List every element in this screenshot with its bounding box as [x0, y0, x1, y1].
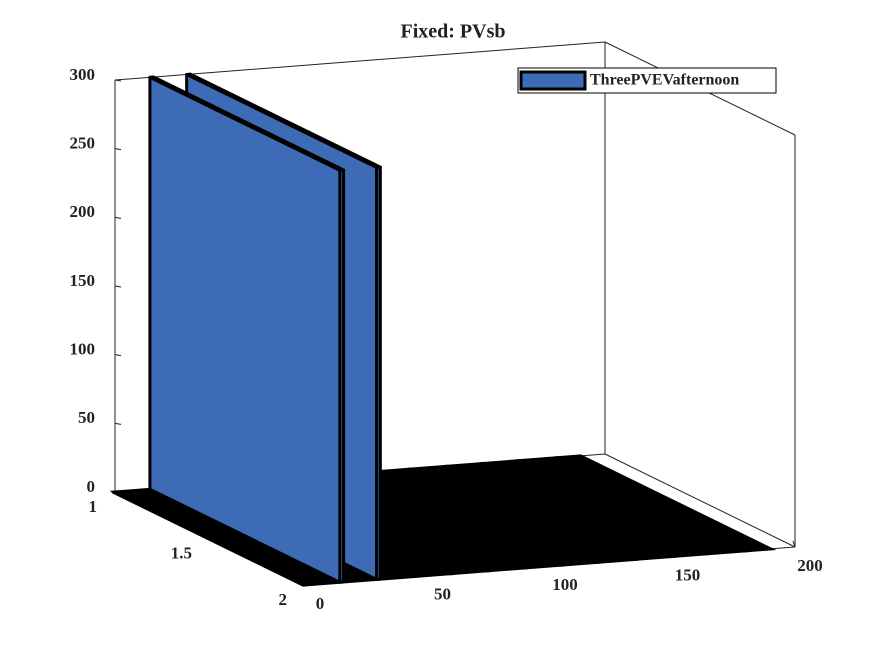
bar-face — [148, 75, 346, 172]
x-tick-label: 200 — [797, 556, 823, 575]
x-tick-label: 0 — [316, 594, 325, 613]
axis-line — [114, 41, 606, 81]
x-tick — [792, 540, 796, 548]
bar-face — [515, 459, 713, 556]
z-tick — [114, 422, 122, 425]
axis-line — [604, 453, 796, 548]
bar — [111, 490, 309, 587]
bar-face — [338, 168, 346, 584]
bar-face — [111, 490, 309, 587]
x-tick-label: 150 — [675, 565, 701, 584]
bar — [148, 75, 346, 584]
z-tick-label: 200 — [70, 202, 96, 221]
z-tick-label: 300 — [70, 65, 96, 84]
z-tick — [114, 79, 122, 82]
z-tick-label: 100 — [70, 340, 96, 359]
z-tick-label: 150 — [70, 271, 96, 290]
z-tick-label: 250 — [70, 134, 96, 153]
y-tick-label: 1 — [89, 497, 98, 516]
z-tick — [114, 354, 122, 357]
bar — [515, 459, 713, 556]
x-tick-label: 50 — [434, 584, 451, 603]
bar-face — [375, 165, 382, 581]
x-tick-label: 100 — [552, 575, 578, 594]
bar-face — [442, 464, 640, 561]
legend-swatch — [519, 70, 587, 91]
y-tick-label: 2 — [279, 590, 288, 609]
bar — [405, 467, 603, 564]
z-tick — [114, 216, 122, 219]
z-tick — [114, 148, 122, 151]
bar — [479, 461, 676, 559]
z-tick — [114, 285, 122, 288]
bar-face — [405, 467, 603, 564]
y-tick-label: 1.5 — [171, 543, 192, 562]
bar-face — [185, 72, 382, 169]
chart-title: Fixed: PVsb — [401, 21, 506, 43]
legend-label: ThreePVEVafternoon — [590, 72, 739, 89]
bar — [442, 464, 640, 561]
z-tick-label: 0 — [87, 477, 96, 496]
bar-face — [479, 461, 676, 559]
bar — [552, 456, 750, 553]
bar-face — [552, 456, 750, 553]
z-tick-label: 50 — [78, 408, 95, 427]
